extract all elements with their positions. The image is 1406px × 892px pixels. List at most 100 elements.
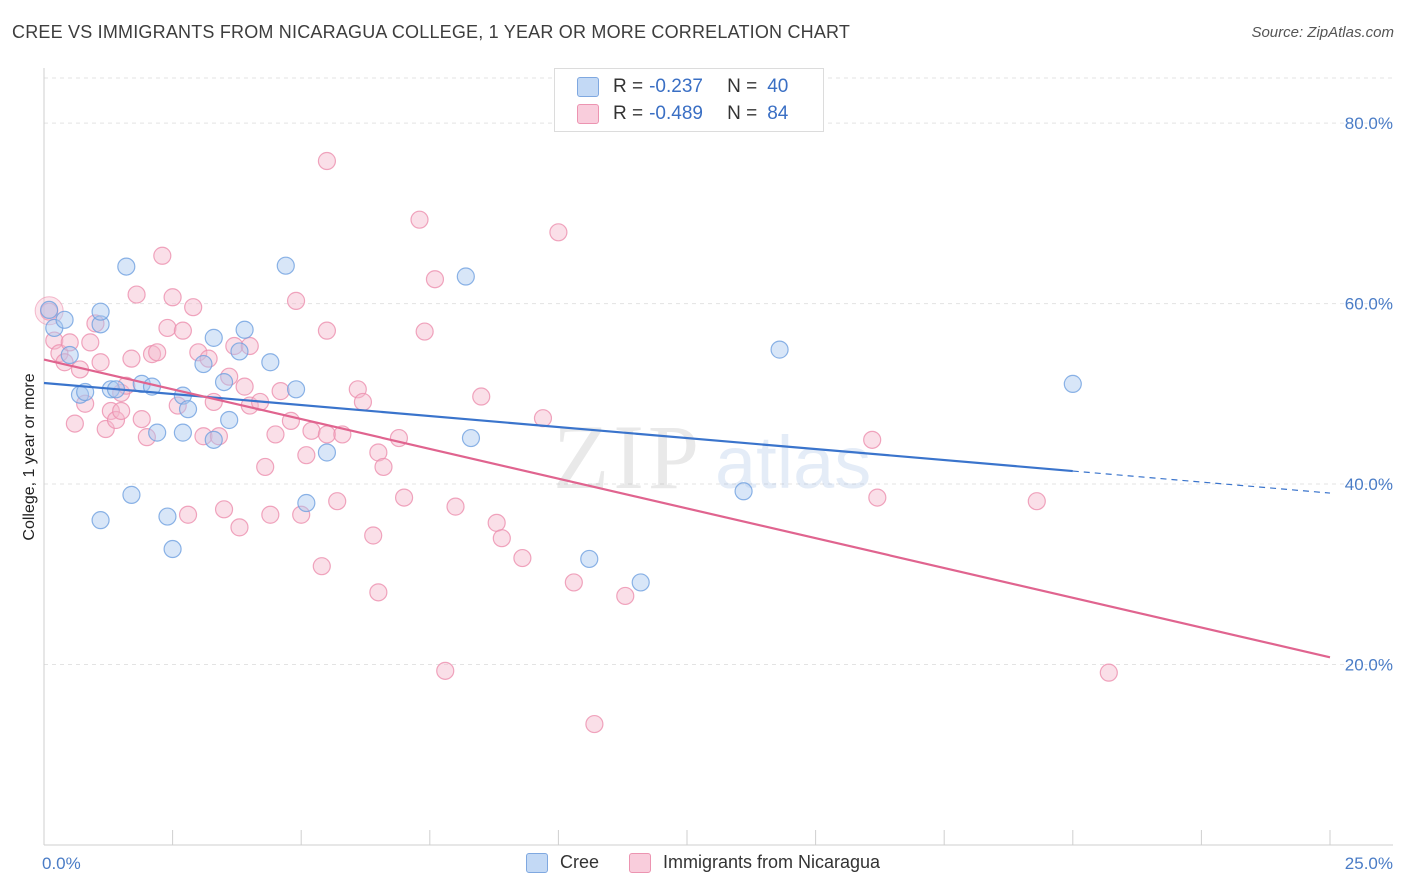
data-point <box>230 518 249 537</box>
data-point <box>173 321 192 340</box>
data-point <box>580 549 599 569</box>
data-point <box>312 557 331 576</box>
data-point <box>65 414 84 433</box>
axes <box>43 68 1393 846</box>
data-point <box>1027 492 1046 511</box>
n-value: 40 <box>767 76 789 97</box>
data-point <box>137 428 156 447</box>
data-point <box>364 526 383 545</box>
data-point <box>461 428 481 448</box>
data-point <box>863 430 882 449</box>
x-tick-label: 25.0% <box>1345 854 1393 873</box>
data-point <box>240 336 259 356</box>
y-axis-label: College, 1 year or more <box>21 373 38 540</box>
data-point <box>117 257 136 276</box>
data-point <box>585 714 604 734</box>
source-credit: Source: ZipAtlas.com <box>1251 24 1394 41</box>
data-point <box>292 505 311 524</box>
data-point <box>631 573 650 592</box>
data-point <box>297 493 316 513</box>
data-point <box>178 400 198 419</box>
trend-line <box>43 358 1331 659</box>
y-tick-label: 80.0% <box>1345 114 1393 133</box>
data-point <box>158 318 177 338</box>
data-point <box>214 500 234 519</box>
data-point <box>194 354 213 374</box>
data-point <box>122 349 141 368</box>
data-point <box>492 529 511 548</box>
data-point <box>132 409 151 429</box>
x-tick-label: 0.0% <box>42 854 81 873</box>
data-point <box>199 349 218 368</box>
legend-label: Cree <box>559 852 599 872</box>
data-point <box>394 488 414 507</box>
data-point <box>286 380 306 399</box>
data-point <box>1063 374 1082 393</box>
data-point <box>456 267 475 286</box>
data-point <box>261 505 280 524</box>
data-point <box>472 387 491 406</box>
y-tick-label: 60.0% <box>1345 295 1393 314</box>
data-point <box>328 492 347 511</box>
data-point <box>317 321 337 340</box>
data-point <box>220 367 239 386</box>
data-point <box>302 421 321 440</box>
data-point <box>317 151 337 171</box>
data-point <box>770 340 789 359</box>
data-point <box>616 586 635 606</box>
stats-row-nicaragua: R = -0.489 N = 84 <box>577 102 788 126</box>
data-point <box>153 246 172 265</box>
data-point <box>91 511 110 530</box>
data-point <box>436 661 455 680</box>
cree-swatch <box>577 77 599 97</box>
data-point <box>564 573 583 592</box>
data-point <box>410 210 429 229</box>
data-point <box>369 443 388 462</box>
data-point <box>173 423 192 442</box>
data-point <box>214 372 234 392</box>
series-cree <box>40 256 1082 592</box>
n-label: N = <box>727 103 758 124</box>
data-point <box>487 513 506 532</box>
series-legend: Cree Immigrants from Nicaragua <box>0 852 1406 873</box>
data-point <box>163 288 182 307</box>
r-value: -0.237 <box>649 76 703 97</box>
data-point <box>127 285 146 304</box>
data-point <box>148 423 167 442</box>
data-point <box>106 410 126 430</box>
data-point <box>91 353 110 372</box>
watermark-zip: ZIP <box>553 406 703 508</box>
legend-item-nicaragua[interactable]: Immigrants from Nicaragua <box>628 852 880 873</box>
n-value: 84 <box>767 103 789 124</box>
data-point <box>60 333 79 352</box>
data-point <box>256 457 275 477</box>
data-point <box>178 505 198 524</box>
tick-labels: 0.0% 25.0% 20.0% 40.0% 60.0% 80.0% <box>42 114 1393 873</box>
data-point <box>148 343 167 362</box>
data-point <box>266 425 285 444</box>
data-point <box>425 270 445 289</box>
nicaragua-swatch <box>577 104 599 124</box>
data-point <box>168 396 187 415</box>
data-point <box>101 401 120 421</box>
stats-legend: R = -0.237 N = 40 R = -0.489 N = 84 <box>554 68 824 132</box>
data-point <box>271 382 290 401</box>
data-point <box>374 457 393 477</box>
data-point <box>317 443 337 462</box>
data-point <box>112 401 131 421</box>
data-point <box>276 256 295 275</box>
data-point <box>297 446 316 465</box>
y-tick-label: 40.0% <box>1345 475 1393 494</box>
data-point <box>55 310 74 329</box>
data-point <box>96 419 115 439</box>
trend-line <box>43 381 1073 473</box>
data-point <box>353 392 373 412</box>
data-point <box>158 507 177 526</box>
data-point <box>40 300 59 320</box>
stats-row-cree: R = -0.237 N = 40 <box>577 75 788 99</box>
legend-item-cree[interactable]: Cree <box>525 852 599 873</box>
data-point <box>91 315 110 334</box>
data-point <box>230 342 249 361</box>
data-point <box>184 298 203 317</box>
